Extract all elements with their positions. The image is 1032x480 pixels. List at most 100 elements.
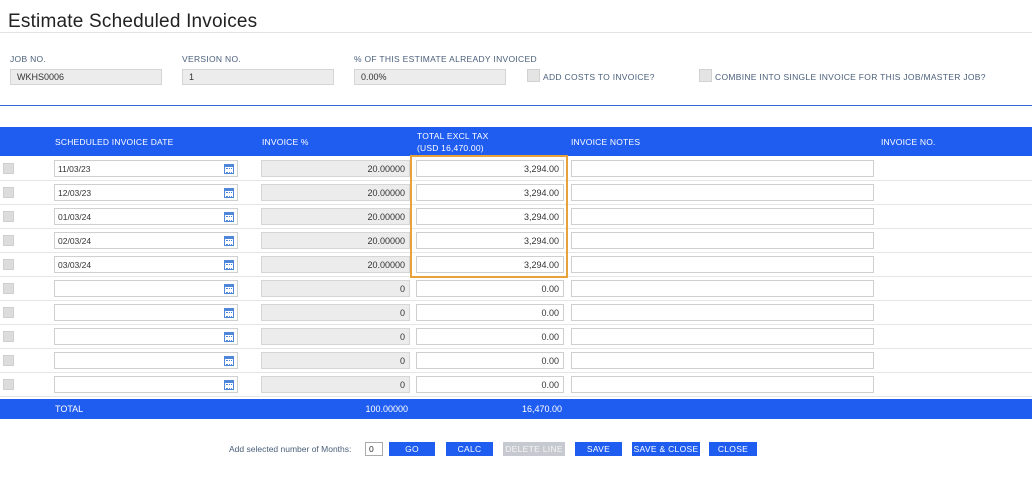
percent-field: 0 [261,280,410,297]
date-value: 03/03/24 [58,260,92,270]
calendar-icon[interactable] [224,212,234,222]
notes-input[interactable] [571,160,874,177]
add-costs-checkbox[interactable] [527,69,540,82]
notes-input[interactable] [571,208,874,225]
total-amount: 16,470.00 [521,404,562,414]
date-input[interactable] [54,304,238,321]
notes-input[interactable] [571,280,874,297]
table-row: 0 0.00 [0,325,1032,349]
percent-field: 0 [261,376,410,393]
notes-input[interactable] [571,328,874,345]
section-divider [0,105,1032,106]
table-row: 0 0.00 [0,301,1032,325]
calendar-icon[interactable] [224,308,234,318]
combine-invoice-label: COMBINE INTO SINGLE INVOICE FOR THIS JOB… [715,72,986,82]
notes-input[interactable] [571,352,874,369]
calendar-icon[interactable] [224,380,234,390]
row-select-checkbox[interactable] [3,355,14,366]
calendar-icon[interactable] [224,260,234,270]
amount-input[interactable]: 3,294.00 [416,160,564,177]
row-select-checkbox[interactable] [3,259,14,270]
col-header-total: TOTAL EXCL TAX [417,131,489,141]
percent-field: 20.00000 [261,208,410,225]
calendar-icon[interactable] [224,356,234,366]
col-header-invoice-no: INVOICE NO. [881,137,936,147]
col-header-notes: INVOICE NOTES [571,137,641,147]
row-select-checkbox[interactable] [3,283,14,294]
row-select-checkbox[interactable] [3,331,14,342]
notes-input[interactable] [571,256,874,273]
table-row: 0 0.00 [0,277,1032,301]
date-value: 11/03/23 [58,164,91,174]
table-row: 12/03/23 20.00000 3,294.00 [0,181,1032,205]
date-value: 12/03/23 [58,188,92,198]
months-input[interactable]: 0 [365,442,383,456]
date-input[interactable] [54,352,238,369]
title-divider [0,32,1032,33]
date-input[interactable]: 02/03/24 [54,232,238,249]
percent-field: 20.00000 [261,232,410,249]
percent-field: 20.00000 [261,256,410,273]
delete-line-button[interactable]: DELETE LINE [503,442,565,456]
notes-input[interactable] [571,184,874,201]
amount-input[interactable]: 0.00 [416,304,564,321]
amount-input[interactable]: 3,294.00 [416,232,564,249]
job-no-label: JOB NO. [10,54,47,64]
go-button[interactable]: GO [389,442,435,456]
percent-field: 0 [261,304,410,321]
notes-input[interactable] [571,376,874,393]
row-select-checkbox[interactable] [3,307,14,318]
invoiced-percent-field: 0.00% [354,69,506,85]
amount-input[interactable]: 3,294.00 [416,184,564,201]
percent-field: 20.00000 [261,184,410,201]
total-label: TOTAL [55,404,84,414]
calendar-icon[interactable] [224,332,234,342]
table-row: 02/03/24 20.00000 3,294.00 [0,229,1032,253]
date-input[interactable]: 11/03/23 [54,160,238,177]
combine-invoice-checkbox[interactable] [699,69,712,82]
notes-input[interactable] [571,232,874,249]
grid-header: SCHEDULED INVOICE DATE INVOICE % TOTAL E… [0,127,1032,156]
calendar-icon[interactable] [224,164,234,174]
row-select-checkbox[interactable] [3,211,14,222]
amount-input[interactable]: 0.00 [416,376,564,393]
notes-input[interactable] [571,304,874,321]
table-row: 0 0.00 [0,373,1032,397]
date-value: 02/03/24 [58,236,92,246]
calendar-icon[interactable] [224,284,234,294]
date-value: 01/03/24 [58,212,92,222]
table-row: 03/03/24 20.00000 3,294.00 [0,253,1032,277]
close-button[interactable]: CLOSE [709,442,757,456]
total-percent: 100.00000 [365,404,408,414]
date-input[interactable] [54,376,238,393]
date-input[interactable] [54,280,238,297]
amount-input[interactable]: 3,294.00 [416,208,564,225]
percent-field: 0 [261,352,410,369]
date-input[interactable]: 12/03/23 [54,184,238,201]
calendar-icon[interactable] [224,236,234,246]
date-input[interactable]: 03/03/24 [54,256,238,273]
row-select-checkbox[interactable] [3,379,14,390]
table-row: 0 0.00 [0,349,1032,373]
row-select-checkbox[interactable] [3,235,14,246]
amount-input[interactable]: 0.00 [416,328,564,345]
calc-button[interactable]: CALC [446,442,493,456]
amount-input[interactable]: 3,294.00 [416,256,564,273]
col-header-percent: INVOICE % [262,137,309,147]
percent-field: 0 [261,328,410,345]
total-row: TOTAL 100.00000 16,470.00 [0,399,1032,419]
save-button[interactable]: SAVE [575,442,622,456]
amount-input[interactable]: 0.00 [416,280,564,297]
version-label: VERSION NO. [182,54,242,64]
invoiced-percent-label: % OF THIS ESTIMATE ALREADY INVOICED [354,54,537,64]
months-label: Add selected number of Months: [229,444,352,454]
row-select-checkbox[interactable] [3,163,14,174]
amount-input[interactable]: 0.00 [416,352,564,369]
page-title: Estimate Scheduled Invoices [8,11,258,32]
save-close-button[interactable]: SAVE & CLOSE [632,442,700,456]
percent-field: 20.00000 [261,160,410,177]
date-input[interactable]: 01/03/24 [54,208,238,225]
date-input[interactable] [54,328,238,345]
calendar-icon[interactable] [224,188,234,198]
row-select-checkbox[interactable] [3,187,14,198]
